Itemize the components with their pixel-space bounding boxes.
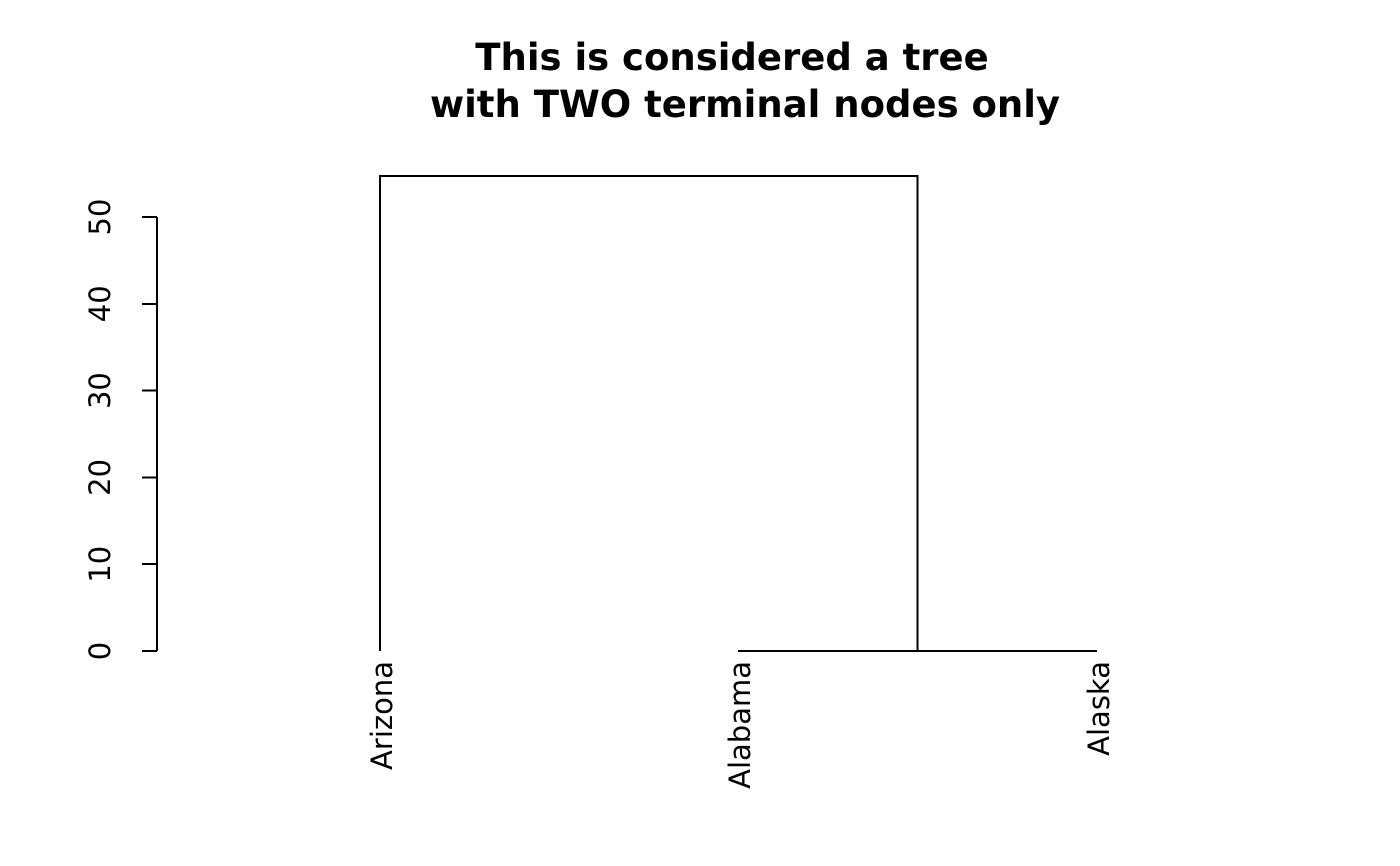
y-tick-label: 50 (83, 199, 117, 236)
y-tick-label: 0 (83, 642, 117, 660)
y-tick-label: 20 (83, 459, 117, 496)
leaf-label-alaska: Alaska (1082, 661, 1116, 756)
leaf-label-alabama: Alabama (723, 661, 757, 789)
y-tick-label: 30 (83, 372, 117, 409)
title-line-1: This is considered a tree (475, 36, 988, 79)
y-tick-label: 10 (83, 546, 117, 583)
title-line-2: with TWO terminal nodes only (430, 83, 1060, 126)
leaf-label-arizona: Arizona (365, 661, 399, 770)
y-tick-label: 40 (83, 285, 117, 322)
